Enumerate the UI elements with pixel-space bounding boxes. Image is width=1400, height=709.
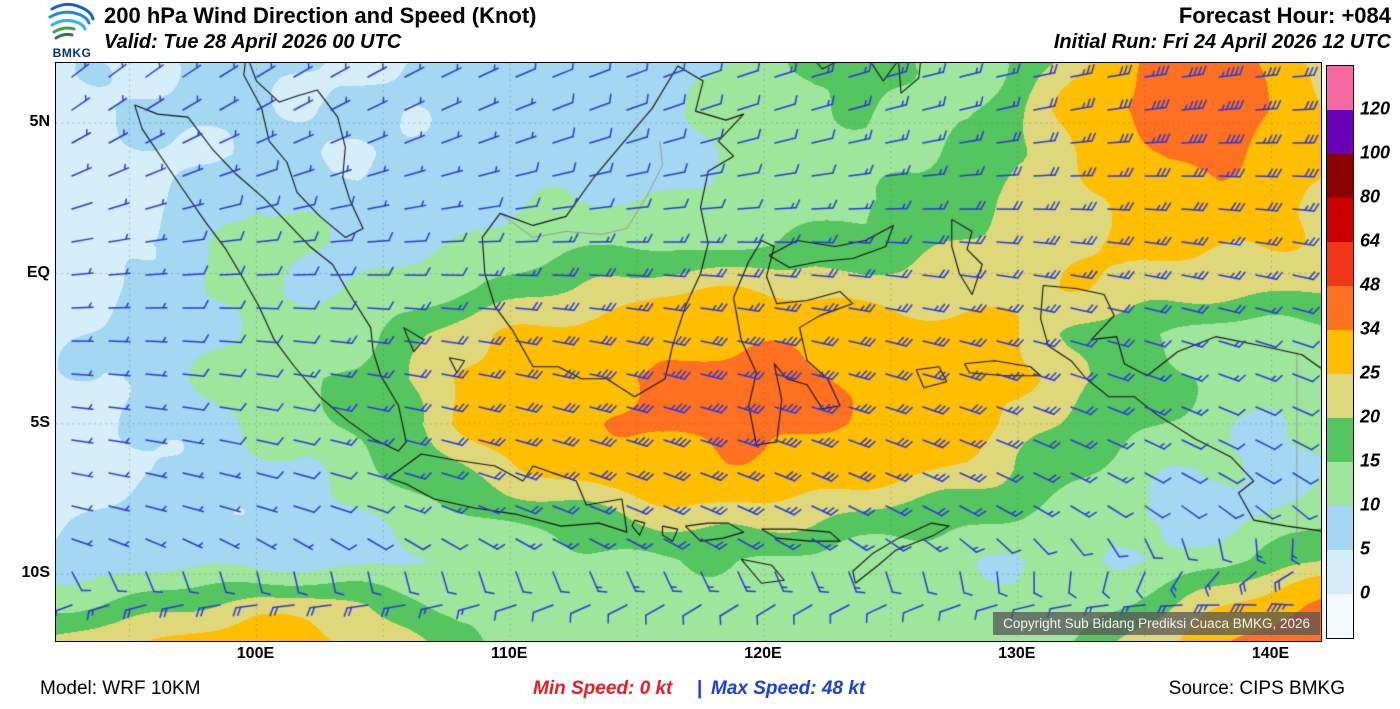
legend-band — [1327, 550, 1353, 594]
legend-band — [1327, 110, 1353, 154]
legend-band — [1327, 286, 1353, 330]
longitude-label: 130E — [998, 645, 1036, 662]
model-label: Model: WRF 10KM — [40, 678, 201, 699]
legend-value-label: 120 — [1360, 98, 1391, 119]
valid-time-label: Valid: Tue 28 April 2026 00 UTC — [104, 31, 402, 53]
latitude-label: 5N — [29, 113, 50, 131]
legend-value-label: 25 — [1360, 362, 1381, 383]
legend-band — [1327, 418, 1353, 462]
legend-value-label: 64 — [1360, 230, 1381, 251]
legend-band — [1327, 66, 1353, 110]
legend-band — [1327, 506, 1353, 550]
page-title: 200 hPa Wind Direction and Speed (Knot) — [104, 3, 537, 28]
max-speed-label: Max Speed: 48 kt — [711, 678, 866, 699]
legend-value-label: 10 — [1360, 494, 1381, 515]
longitude-label: 140E — [1251, 645, 1290, 662]
speed-separator: | — [697, 678, 703, 699]
legend-bar — [1326, 65, 1354, 639]
logo-text: BMKG — [52, 46, 92, 60]
legend-band — [1327, 462, 1353, 506]
copyright-overlay: Copyright Sub Bidang Prediksi Cuaca BMKG… — [993, 612, 1320, 635]
wind-field-canvas — [56, 63, 1321, 641]
bmkg-logo: BMKG — [44, 1, 100, 59]
longitude-label: 110E — [490, 645, 528, 662]
legend-value-label: 80 — [1360, 186, 1381, 207]
legend-value-label: 20 — [1360, 406, 1381, 427]
legend-value-label: 0 — [1360, 582, 1371, 603]
legend-value-label: 100 — [1360, 142, 1391, 163]
legend-value-label: 15 — [1360, 450, 1381, 471]
min-speed-label: Min Speed: 0 kt — [533, 678, 673, 699]
legend-band — [1327, 242, 1353, 286]
wind-waves-icon — [48, 2, 95, 40]
latitude-label: 5S — [30, 413, 50, 431]
legend-band — [1327, 594, 1353, 638]
latitude-label: EQ — [26, 263, 50, 281]
forecast-hour-label: Forecast Hour: +084 — [1178, 3, 1391, 28]
map-area: Copyright Sub Bidang Prediksi Cuaca BMKG… — [55, 62, 1322, 642]
source-label: Source: CIPS BMKG — [1168, 678, 1345, 699]
longitude-label: 120E — [744, 645, 782, 662]
legend-band — [1327, 154, 1353, 198]
legend-value-label: 34 — [1360, 318, 1381, 339]
initial-run-label: Initial Run: Fri 24 April 2026 12 UTC — [1053, 31, 1391, 53]
latitude-label: 10S — [21, 564, 50, 582]
longitude-label: 100E — [236, 645, 275, 662]
legend-band — [1327, 330, 1353, 374]
legend-value-label: 5 — [1360, 538, 1371, 559]
legend-value-label: 48 — [1360, 274, 1381, 295]
legend-band — [1327, 198, 1353, 242]
legend-band — [1327, 374, 1353, 418]
